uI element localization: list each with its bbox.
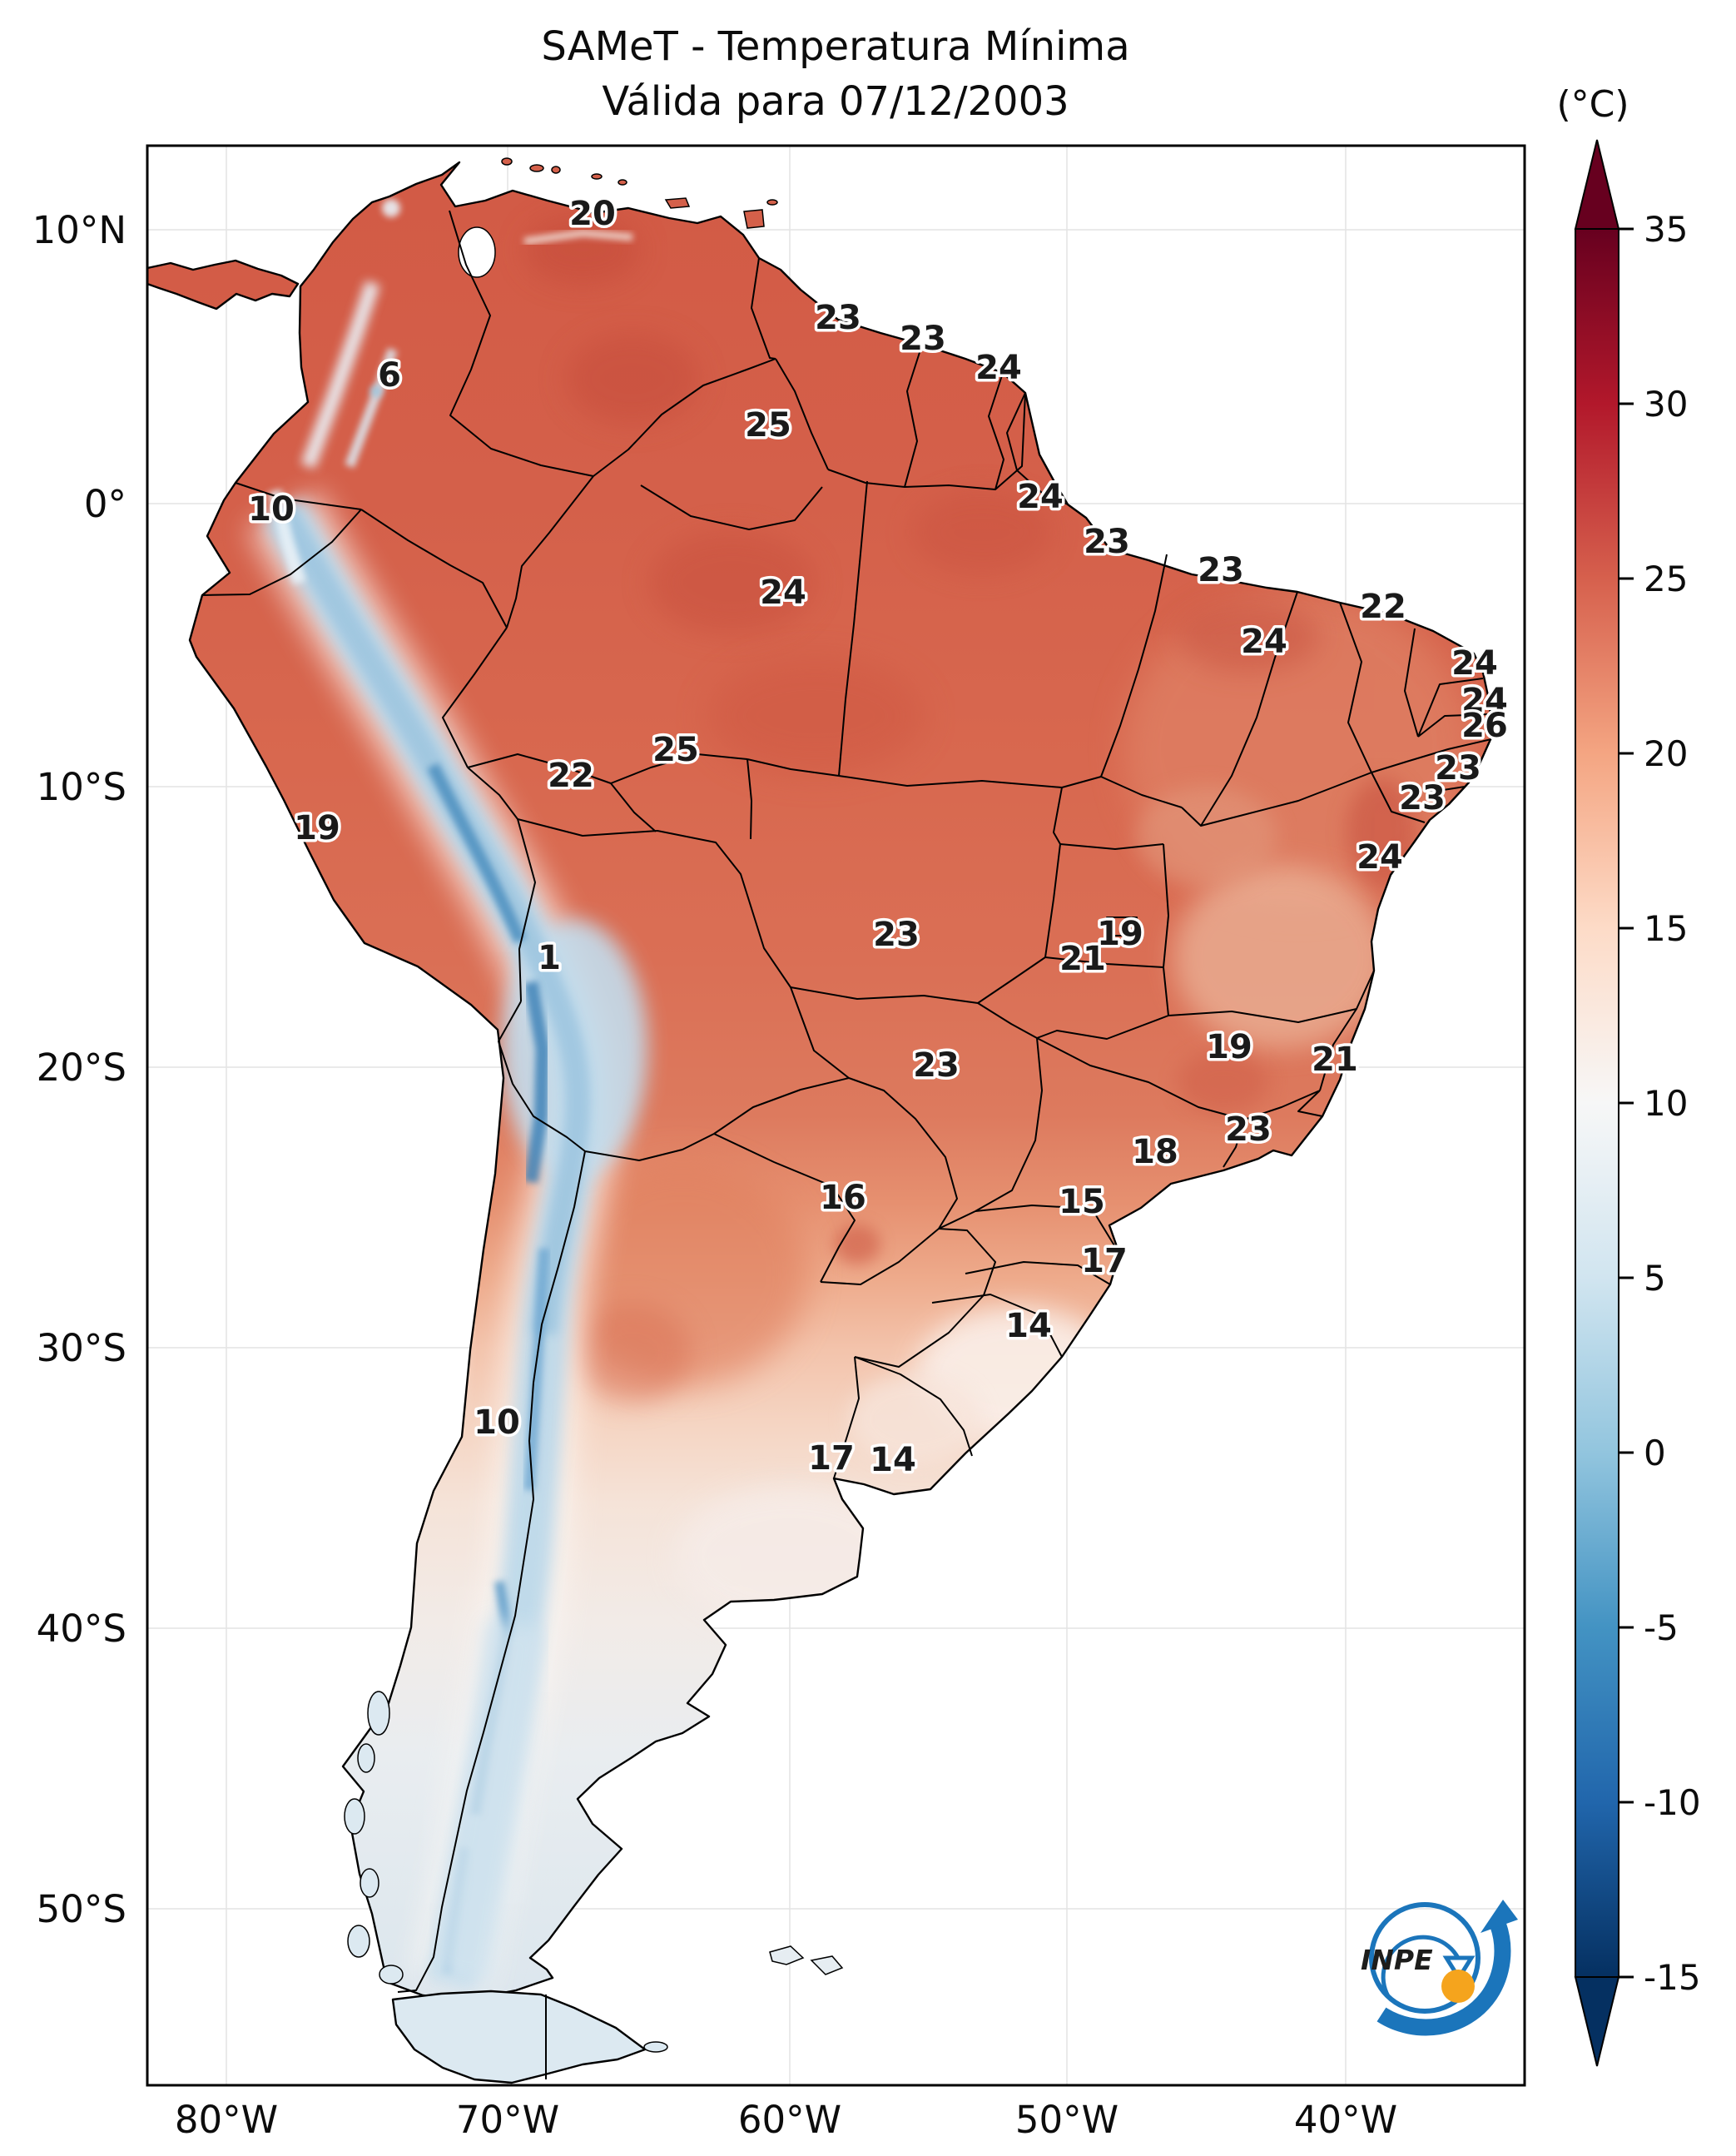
station-temp-label: 14: [870, 1441, 916, 1479]
lat-tick-label: 50°S: [37, 1887, 126, 1931]
station-temp-label: 17: [808, 1439, 855, 1478]
map-frame: [146, 144, 1526, 2087]
station-temp-label: 23: [913, 1046, 960, 1085]
station-temp-label: 25: [745, 406, 791, 445]
inpe-logo-orbit-inner: [1381, 1935, 1461, 1998]
station-temp-label: 6: [378, 356, 401, 395]
station-temp-label: 23: [873, 916, 920, 954]
colorbar-tick-label: 0: [1644, 1433, 1666, 1473]
station-temp-label: 19: [1097, 915, 1143, 953]
colorbar-tick-label: 25: [1644, 559, 1688, 599]
latitude-axis: 10°N 0° 10°S 20°S 30°S 40°S 50°S: [32, 208, 126, 1931]
station-temp-label: 22: [548, 757, 594, 795]
station-temp-label: 24: [1017, 478, 1064, 516]
colorbar-tick-label: 15: [1644, 908, 1688, 949]
colorbar-ticks: 35 30 25 20 15 10 5 0 -5 -10 -15: [1619, 209, 1701, 1998]
station-temp-label: 24: [1357, 838, 1403, 877]
station-temp-label: 10: [248, 490, 295, 529]
station-temp-label: 24: [1451, 644, 1498, 683]
colorbar-tick-label: 35: [1644, 209, 1688, 250]
station-temp-label: 24: [1241, 623, 1287, 661]
station-temp-label: 21: [1312, 1041, 1358, 1079]
station-temp-label: 25: [652, 731, 699, 769]
longitude-axis: 80°W 70°W 60°W 50°W 40°W: [175, 2098, 1397, 2142]
inpe-logo-swoosh: [1376, 1921, 1511, 2036]
lon-tick-label: 80°W: [175, 2098, 278, 2142]
colorbar-tick-label: -5: [1644, 1607, 1679, 1648]
title-line-1: SAMeT - Temperatura Mínima: [541, 23, 1129, 70]
station-temp-label: 23: [900, 320, 946, 358]
lon-tick-label: 60°W: [738, 2098, 841, 2142]
lat-tick-label: 40°S: [37, 1607, 126, 1651]
colorbar: (°C) 35 30 25 20 15 10 5 0 -5 -10 -15: [1556, 83, 1701, 2067]
title-line-2: Válida para 07/12/2003: [602, 78, 1069, 125]
temperature-field: [147, 162, 1491, 2083]
station-temp-label: 10: [474, 1403, 520, 1442]
inpe-logo-orange-dot: [1441, 1970, 1475, 2003]
colorbar-tick-label: 30: [1644, 384, 1688, 425]
lat-tick-label: 20°S: [37, 1046, 126, 1090]
colorbar-extend-min: [1574, 1976, 1620, 2067]
lat-tick-label: 10°N: [32, 208, 126, 252]
colorbar-extend-max: [1574, 139, 1620, 230]
lon-tick-label: 70°W: [456, 2098, 559, 2142]
station-temp-label: 23: [1198, 551, 1244, 589]
station-temp-label: 17: [1081, 1242, 1128, 1280]
station-temp-label: 16: [820, 1179, 866, 1217]
station-temp-label: 14: [1005, 1307, 1052, 1345]
station-temp-label: 24: [1461, 682, 1508, 720]
lon-tick-label: 40°W: [1294, 2098, 1397, 2142]
colorbar-unit-label: (°C): [1556, 83, 1629, 126]
station-temp-label: 20: [569, 195, 616, 233]
colorbar-tick-label: 20: [1644, 733, 1688, 774]
station-temp-label: 23: [1399, 779, 1446, 817]
station-temp-label: 23: [1084, 523, 1130, 561]
station-temp-label: 26: [1461, 707, 1508, 745]
inpe-logo-arrow-down: [1442, 1955, 1476, 1982]
lake-maracaibo: [458, 226, 496, 278]
title: SAMeT - Temperatura Mínima Válida para 0…: [541, 23, 1129, 125]
colorbar-tick-label: 5: [1644, 1258, 1666, 1299]
station-temp-label: 24: [975, 349, 1022, 387]
coastline: [146, 161, 1493, 2084]
station-temp-label: 19: [294, 809, 340, 847]
lat-tick-label: 10°S: [37, 765, 126, 809]
inpe-logo-arrowhead: [1481, 1900, 1518, 1933]
inpe-logo: INPE: [1361, 1900, 1518, 2036]
station-temp-label: 19: [1206, 1028, 1252, 1066]
lat-tick-label: 30°S: [37, 1326, 126, 1370]
station-temp-label: 1: [538, 939, 561, 977]
colorbar-tick-label: 10: [1644, 1083, 1688, 1124]
lat-tick-label: 0°: [84, 482, 126, 526]
colorbar-gradient: [1575, 228, 1619, 1978]
colorbar-tick-label: -15: [1644, 1957, 1701, 1998]
colorbar-tick-label: -10: [1644, 1782, 1701, 1823]
station-temp-label: 22: [1360, 588, 1406, 626]
station-temp-label: 18: [1132, 1133, 1178, 1171]
inpe-logo-text: INPE: [1361, 1944, 1433, 1976]
lon-tick-label: 50°W: [1015, 2098, 1118, 2142]
station-temp-label: 23: [1225, 1110, 1272, 1149]
station-temp-label: 23: [1435, 749, 1481, 787]
station-temp-label: 21: [1059, 940, 1106, 978]
station-temp-label: 24: [760, 574, 806, 612]
station-temp-label: 15: [1059, 1183, 1105, 1221]
islands: [344, 157, 844, 2053]
inpe-logo-orbit-outer: [1369, 1902, 1481, 2014]
station-temp-label: 23: [815, 299, 861, 337]
borders: [201, 210, 1492, 1993]
